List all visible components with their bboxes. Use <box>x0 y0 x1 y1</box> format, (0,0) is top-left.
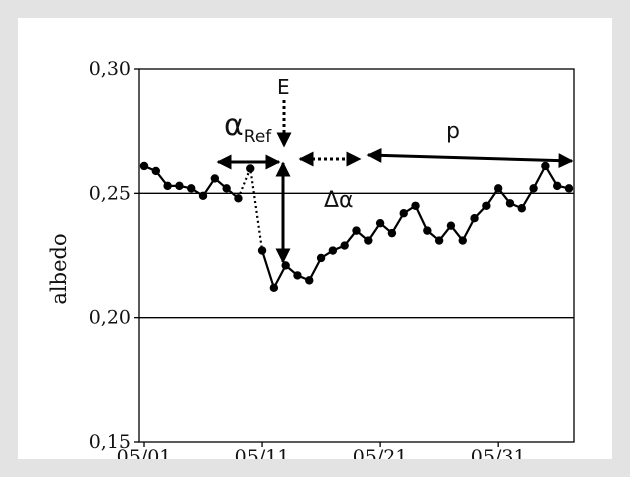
data-point <box>175 181 184 191</box>
data-point <box>305 276 314 285</box>
data-point <box>210 174 220 183</box>
series-line-post <box>261 163 570 291</box>
data-point <box>529 184 538 193</box>
data-point <box>387 228 397 238</box>
data-point <box>375 218 385 228</box>
data-point <box>364 236 373 245</box>
alpha-ref-label: αRef <box>224 108 272 147</box>
x-tick-label: 05/31 <box>471 446 526 459</box>
data-point <box>434 236 444 245</box>
data-point <box>316 253 326 263</box>
series-line-dotted <box>237 164 264 251</box>
data-point <box>352 226 361 235</box>
data-point <box>269 283 279 293</box>
data-point <box>139 161 149 171</box>
x-tick-label: 05/01 <box>117 446 172 459</box>
period-arrow <box>366 147 574 169</box>
data-point <box>281 261 290 270</box>
plot-area-border <box>138 68 575 443</box>
y-tick-label: 0,25 <box>89 182 131 204</box>
data-point <box>541 161 550 171</box>
x-tick-label: 05/21 <box>353 446 408 459</box>
data-point <box>293 271 302 280</box>
data-point <box>505 199 515 208</box>
data-point <box>222 184 231 193</box>
data-point <box>328 246 338 255</box>
data-point <box>446 221 456 230</box>
data-point <box>187 184 196 193</box>
data-point <box>517 204 526 213</box>
y-axis-label: albedo <box>47 233 71 304</box>
data-point <box>234 194 243 203</box>
data-point <box>423 226 432 235</box>
data-point <box>399 209 408 218</box>
data-point <box>340 241 349 250</box>
chart-frame: 0,15 0,20 0,25 0,30 05/01 05/11 05/21 05/31 alb… <box>18 18 612 459</box>
data-point <box>151 166 161 176</box>
data-point <box>552 181 562 191</box>
data-point <box>163 181 172 191</box>
data-point <box>458 236 467 245</box>
albedo-chart: 0,15 0,20 0,25 0,30 05/01 05/11 05/21 05/31 alb… <box>47 58 575 459</box>
data-point <box>257 246 267 255</box>
data-point <box>493 184 503 193</box>
data-point <box>564 184 574 193</box>
y-tick-label: 0,15 <box>89 431 131 453</box>
x-tick-label: 05/11 <box>235 446 290 459</box>
data-point <box>198 191 208 201</box>
data-point <box>246 164 255 173</box>
data-point <box>482 201 491 210</box>
delta-alpha-label: Δα <box>324 188 354 213</box>
event-label: E <box>277 75 290 99</box>
data-point <box>470 214 479 223</box>
period-label: p <box>446 119 460 144</box>
data-point <box>411 201 420 210</box>
y-tick-label: 0,20 <box>89 307 131 329</box>
y-tick-label: 0,30 <box>89 58 131 80</box>
